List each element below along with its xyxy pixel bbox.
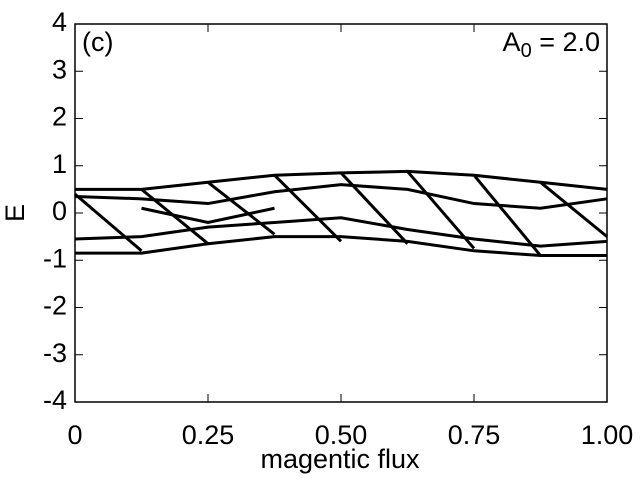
y-tick-label: -3 [43,338,67,368]
annotation: A0 = 2.0 [503,27,600,62]
y-tick-label: 1 [52,149,67,179]
band-line [75,235,607,258]
y-tick-label: -2 [43,291,67,321]
band-line [74,216,608,248]
band-line [141,206,275,224]
band-line [74,183,608,210]
band-line [273,174,343,243]
y-tick-label: 4 [52,7,67,37]
y-tick-label: 0 [52,196,67,226]
y-tick-label: -4 [43,385,67,415]
y-tick-label: -1 [43,243,67,273]
x-tick-label: 0 [67,420,82,450]
band-line [539,181,608,238]
panel-label: (c) [82,27,113,57]
annotation-tail: = 2.0 [532,27,600,57]
y-axis-label: E [0,204,30,222]
band-line [207,181,276,236]
band-line [406,170,476,250]
band-line [74,192,143,252]
plot-frame [74,23,608,403]
annotation-base: A [503,27,521,57]
y-tick-label: 2 [52,102,67,132]
annotation-subscript: 0 [521,40,532,62]
x-axis-label: magentic flux [260,444,420,474]
y-tick-label: 3 [52,54,67,84]
x-tick-label: 0.50 [315,420,368,450]
band-line [75,169,608,191]
x-tick-label: 0.25 [182,420,235,450]
x-tick-label: 0.75 [448,420,501,450]
band-line [472,174,542,257]
band-line [339,171,409,245]
x-tick-label: 1.00 [581,420,634,450]
